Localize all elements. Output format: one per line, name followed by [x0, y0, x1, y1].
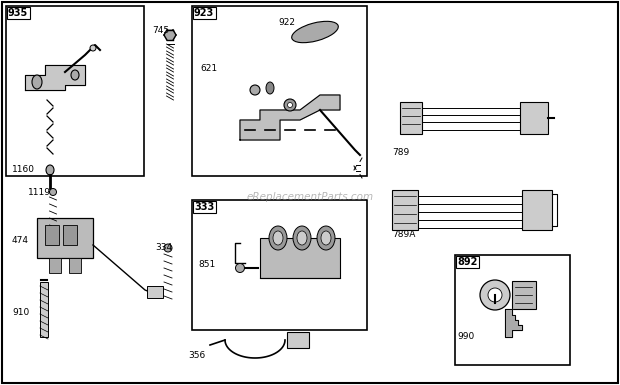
- Ellipse shape: [266, 82, 274, 94]
- Ellipse shape: [321, 231, 331, 245]
- Bar: [49, 258, 61, 273]
- Ellipse shape: [480, 280, 510, 310]
- Polygon shape: [25, 65, 85, 90]
- Polygon shape: [505, 309, 522, 337]
- Text: 474: 474: [12, 236, 29, 245]
- Bar: [63, 225, 77, 245]
- Bar: [69, 258, 81, 273]
- Ellipse shape: [32, 75, 42, 89]
- Ellipse shape: [297, 231, 307, 245]
- Text: 745: 745: [152, 26, 169, 35]
- Ellipse shape: [269, 226, 287, 250]
- Bar: [520, 102, 548, 134]
- Text: eReplacementParts.com: eReplacementParts.com: [246, 192, 374, 202]
- Ellipse shape: [293, 226, 311, 250]
- Text: 789A: 789A: [392, 230, 415, 239]
- Bar: [392, 190, 418, 230]
- Ellipse shape: [288, 102, 293, 107]
- Text: 892: 892: [457, 257, 477, 267]
- Text: 923: 923: [194, 8, 215, 18]
- Ellipse shape: [236, 263, 244, 273]
- Text: 789: 789: [392, 148, 409, 157]
- Ellipse shape: [50, 189, 56, 196]
- Ellipse shape: [71, 70, 79, 80]
- Bar: [40, 282, 48, 337]
- Bar: [147, 286, 163, 298]
- Ellipse shape: [317, 226, 335, 250]
- Ellipse shape: [488, 288, 502, 302]
- Ellipse shape: [90, 45, 96, 51]
- Bar: [522, 190, 552, 230]
- Bar: [287, 332, 309, 348]
- Bar: [192, 200, 367, 330]
- Bar: [260, 238, 340, 278]
- Text: 356: 356: [188, 351, 205, 360]
- Polygon shape: [240, 95, 340, 140]
- Text: 621: 621: [200, 64, 217, 73]
- Ellipse shape: [273, 231, 283, 245]
- Bar: [455, 255, 570, 365]
- Text: 922: 922: [278, 18, 295, 27]
- Text: 935: 935: [8, 8, 29, 18]
- Ellipse shape: [250, 85, 260, 95]
- Bar: [6, 6, 144, 176]
- Bar: [45, 225, 59, 245]
- Ellipse shape: [291, 21, 339, 43]
- Bar: [37, 218, 93, 258]
- Text: 910: 910: [12, 308, 29, 317]
- Text: 1160: 1160: [12, 166, 35, 174]
- Text: 334: 334: [155, 243, 172, 252]
- Text: 851: 851: [198, 260, 215, 269]
- Text: 333: 333: [194, 202, 215, 212]
- Ellipse shape: [46, 165, 54, 175]
- Bar: [400, 102, 422, 134]
- Bar: [512, 281, 536, 309]
- Text: 990: 990: [457, 332, 474, 341]
- Polygon shape: [164, 30, 176, 40]
- Ellipse shape: [284, 99, 296, 111]
- Text: 1119: 1119: [28, 188, 51, 197]
- Bar: [192, 6, 367, 176]
- Ellipse shape: [164, 244, 172, 252]
